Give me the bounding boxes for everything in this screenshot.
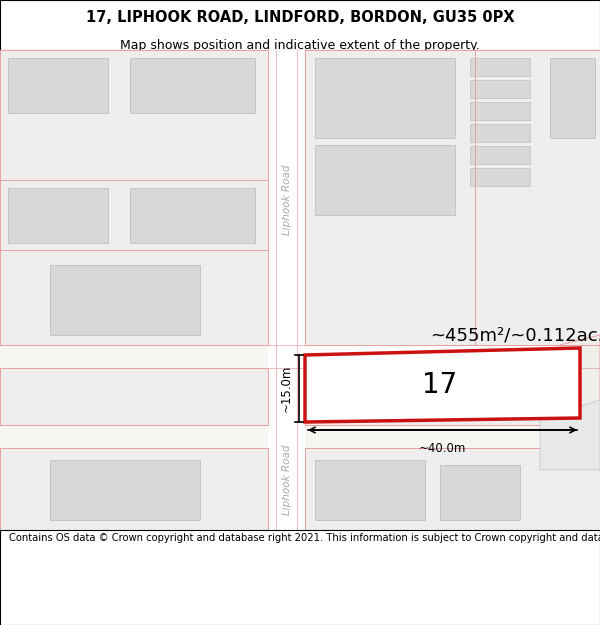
Bar <box>8 188 108 243</box>
Text: ~40.0m: ~40.0m <box>419 442 466 455</box>
Text: 17, LIPHOOK ROAD, LINDFORD, BORDON, GU35 0PX: 17, LIPHOOK ROAD, LINDFORD, BORDON, GU35… <box>86 10 514 25</box>
Polygon shape <box>0 180 268 250</box>
Text: 17: 17 <box>422 371 458 399</box>
Bar <box>50 265 200 335</box>
Polygon shape <box>560 335 600 450</box>
Bar <box>550 58 595 138</box>
Bar <box>268 50 305 530</box>
Polygon shape <box>0 448 268 530</box>
Polygon shape <box>0 50 268 180</box>
Bar <box>268 345 600 368</box>
Text: Map shows position and indicative extent of the property.: Map shows position and indicative extent… <box>120 39 480 52</box>
Bar <box>50 460 200 520</box>
Bar <box>130 188 255 243</box>
Bar <box>470 80 530 98</box>
Bar <box>330 365 450 410</box>
Bar <box>315 460 425 520</box>
Bar <box>8 58 108 113</box>
Bar <box>470 102 530 120</box>
Text: Contains OS data © Crown copyright and database right 2021. This information is : Contains OS data © Crown copyright and d… <box>9 533 600 543</box>
Text: Liphook Road: Liphook Road <box>282 445 292 515</box>
Bar <box>470 146 530 164</box>
Polygon shape <box>305 50 600 345</box>
Polygon shape <box>540 400 600 470</box>
Bar <box>470 168 530 186</box>
Text: ~455m²/~0.112ac.: ~455m²/~0.112ac. <box>430 326 600 344</box>
Bar <box>315 145 455 215</box>
Bar <box>130 58 255 113</box>
Polygon shape <box>0 250 268 345</box>
Polygon shape <box>305 348 580 422</box>
Bar <box>470 124 530 142</box>
Polygon shape <box>305 448 600 530</box>
Bar <box>470 58 530 76</box>
Bar <box>440 465 520 520</box>
Polygon shape <box>305 368 600 425</box>
Text: Liphook Road: Liphook Road <box>282 165 292 235</box>
Bar <box>315 58 455 138</box>
Polygon shape <box>0 368 268 425</box>
Text: ~15.0m: ~15.0m <box>280 365 293 413</box>
